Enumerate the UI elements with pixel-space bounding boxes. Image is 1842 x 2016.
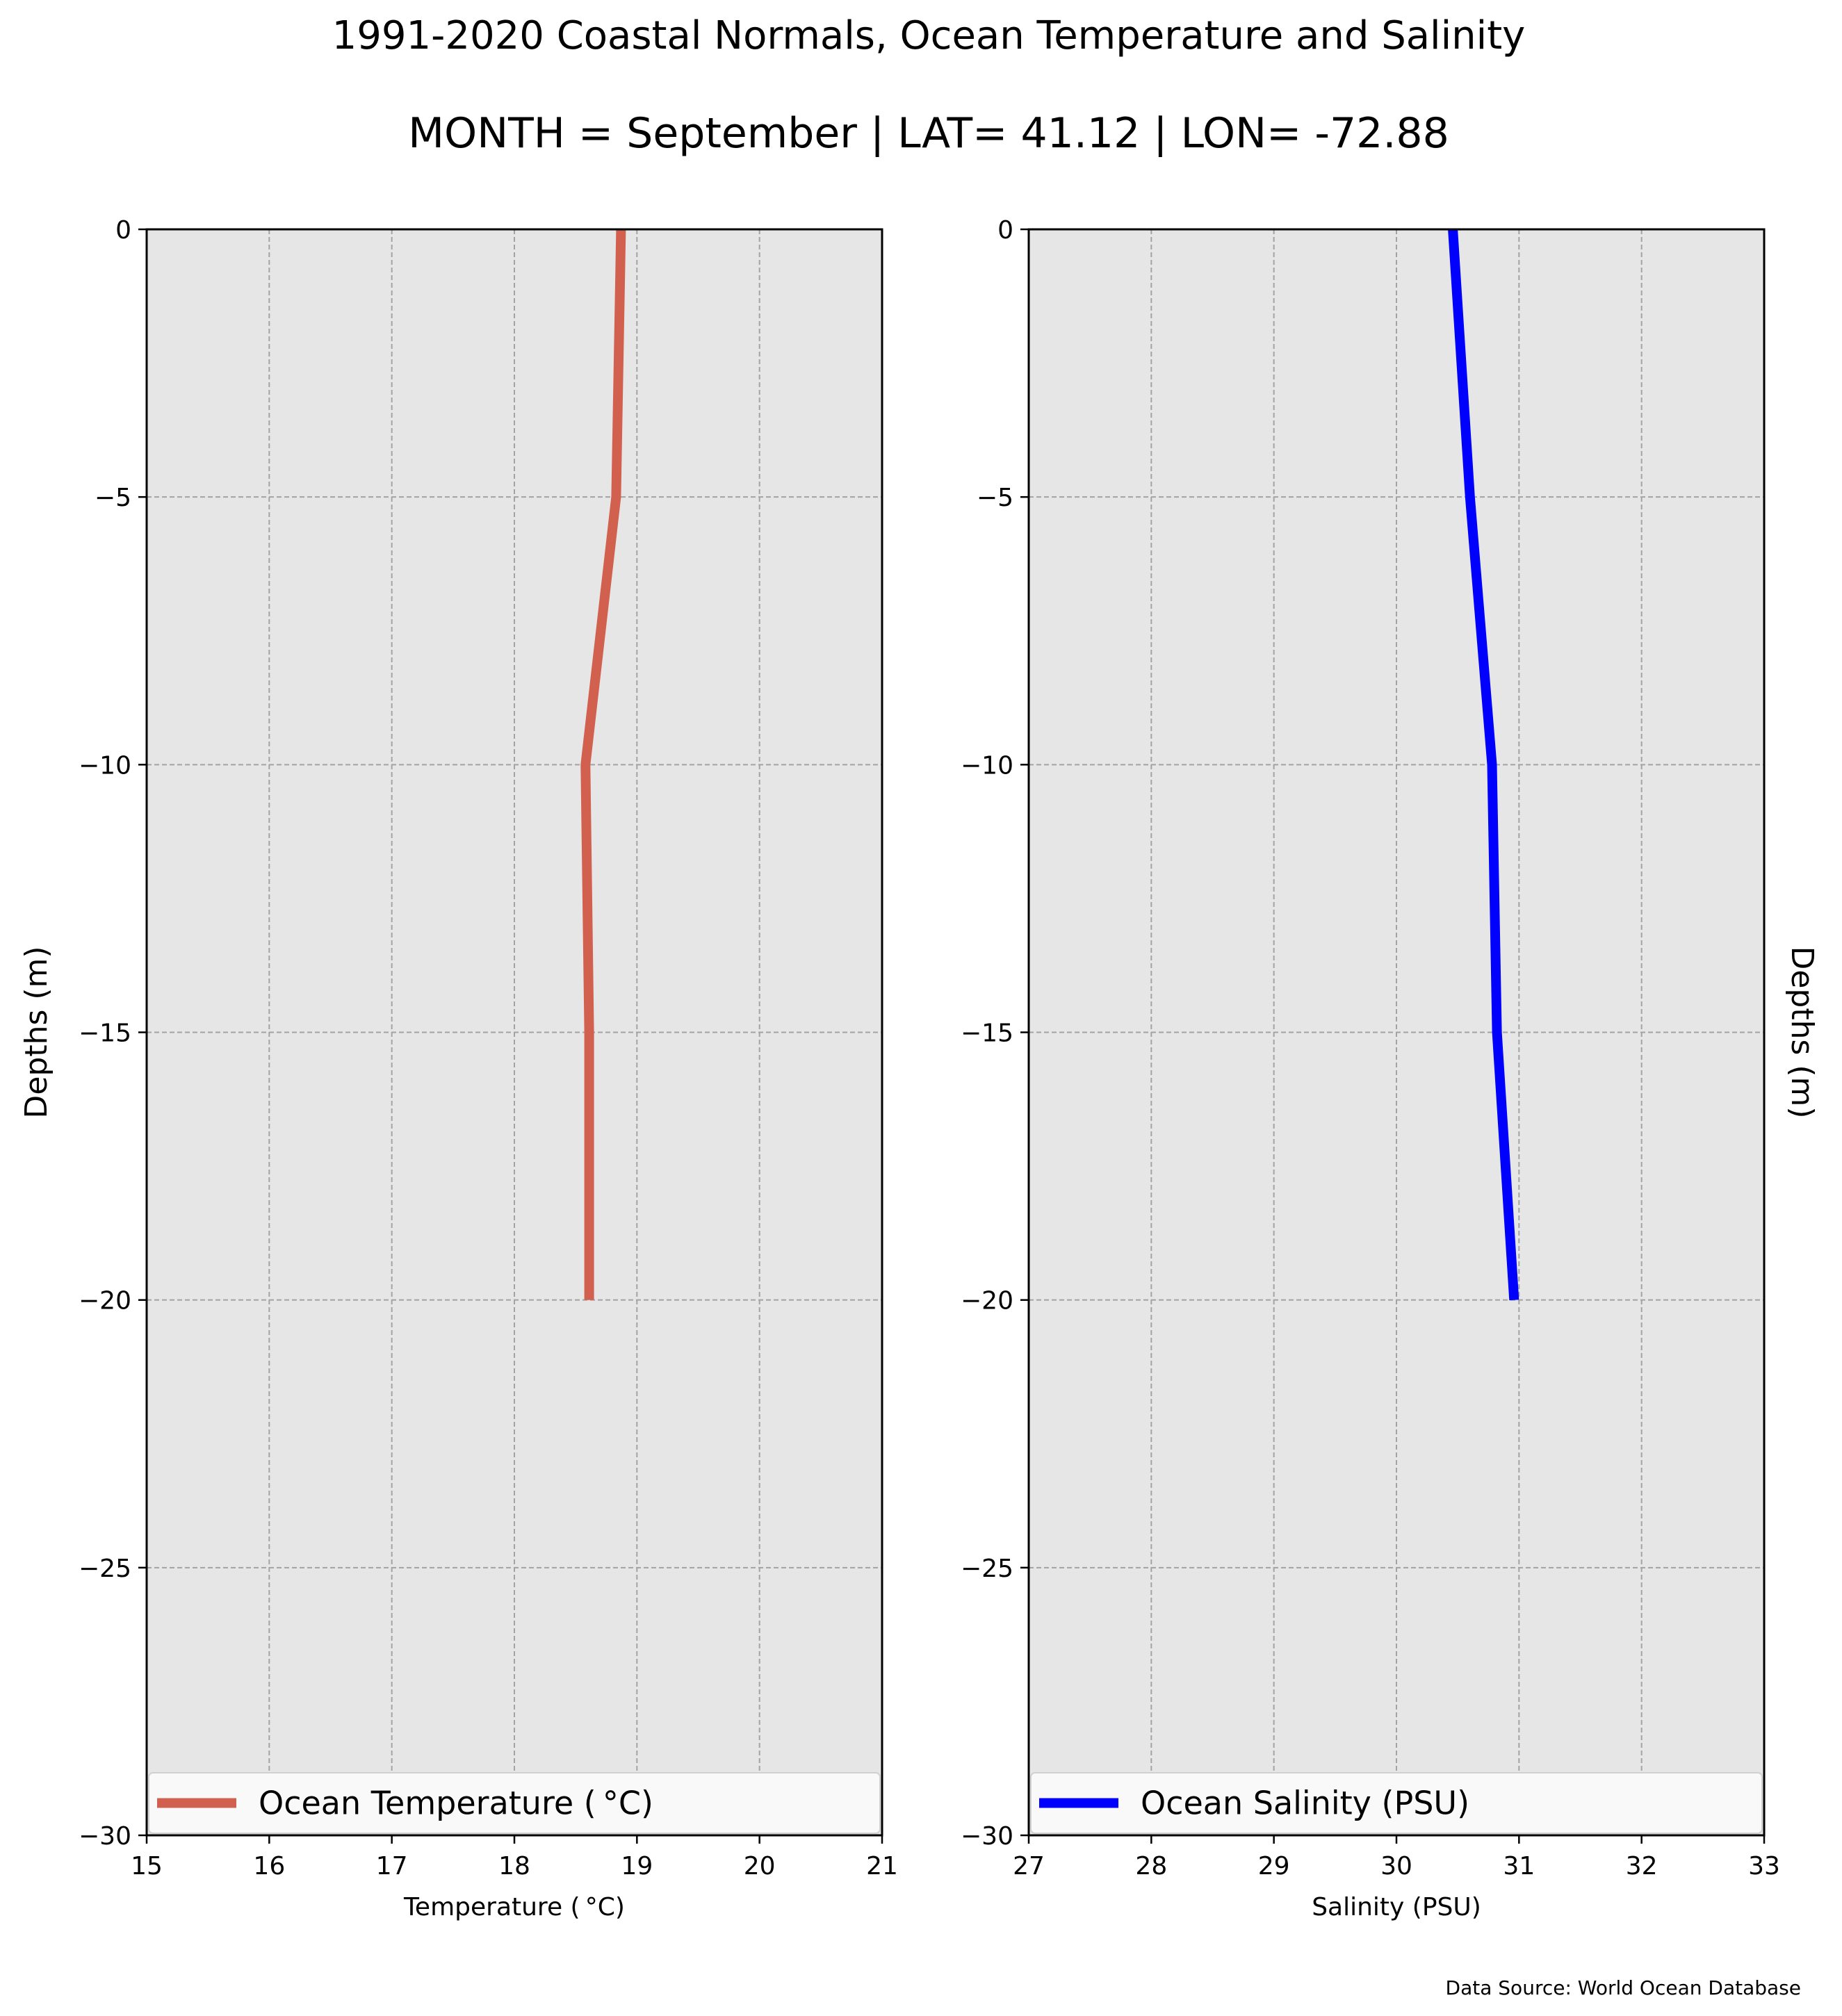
y-axis-label: Depths (m) xyxy=(1784,946,1820,1118)
x-tick-label: 19 xyxy=(621,1852,653,1880)
figure-subtitle: MONTH = September | LAT= 41.12 | LON= -7… xyxy=(408,109,1449,158)
y-tick-label: −20 xyxy=(79,1287,131,1316)
y-tick-label: −20 xyxy=(961,1287,1013,1316)
y-tick-label: −10 xyxy=(79,751,131,780)
x-tick-label: 33 xyxy=(1748,1852,1780,1880)
x-tick-label: 17 xyxy=(376,1852,408,1880)
y-axis-label: Depths (m) xyxy=(19,946,54,1118)
x-tick-label: 15 xyxy=(131,1852,163,1880)
x-tick-label: 20 xyxy=(744,1852,776,1880)
legend-label: Ocean Salinity (PSU) xyxy=(1141,1785,1469,1822)
x-tick-label: 28 xyxy=(1135,1852,1167,1880)
x-tick-label: 32 xyxy=(1626,1852,1658,1880)
series-line xyxy=(1448,229,1519,1301)
legend-box xyxy=(148,1772,881,1834)
source-note: Data Source: World Ocean Database xyxy=(1446,1976,1801,1999)
chart-salinity: Ocean Salinity (PSU) 27 28 29 30 31 32 33 0 −5 −10… xyxy=(961,216,1820,1921)
x-tick-label: 30 xyxy=(1380,1852,1412,1880)
y-tick-label: −30 xyxy=(961,1822,1013,1851)
legend-label: Ocean Temperature ( °C) xyxy=(259,1785,653,1822)
y-tick-label: −10 xyxy=(961,751,1013,780)
y-tick-label: 0 xyxy=(997,216,1013,245)
legend-box xyxy=(1030,1772,1763,1834)
x-tick-label: 29 xyxy=(1258,1852,1290,1880)
x-axis-label: Salinity (PSU) xyxy=(1312,1893,1481,1921)
y-tick-label: −5 xyxy=(977,484,1013,512)
y-tick-label: −5 xyxy=(95,484,131,512)
x-tick-label: 31 xyxy=(1503,1852,1535,1880)
x-tick-label: 27 xyxy=(1013,1852,1045,1880)
series-line xyxy=(580,229,626,1300)
x-axis-label: Temperature ( °C) xyxy=(403,1893,625,1921)
x-tick-label: 16 xyxy=(253,1852,285,1880)
chart-temperature: Ocean Temperature ( °C) 15 16 17 18 19 20 21 0 −5… xyxy=(19,216,898,1921)
y-tick-label: −25 xyxy=(79,1555,131,1583)
y-tick-label: 0 xyxy=(115,216,131,245)
x-tick-label: 21 xyxy=(866,1852,898,1880)
y-tick-label: −15 xyxy=(961,1019,1013,1048)
y-tick-label: −30 xyxy=(79,1822,131,1851)
y-tick-label: −15 xyxy=(79,1019,131,1048)
figure-title: 1991-2020 Coastal Normals, Ocean Tempera… xyxy=(332,13,1526,58)
y-tick-label: −25 xyxy=(961,1555,1013,1583)
x-tick-label: 18 xyxy=(498,1852,530,1880)
